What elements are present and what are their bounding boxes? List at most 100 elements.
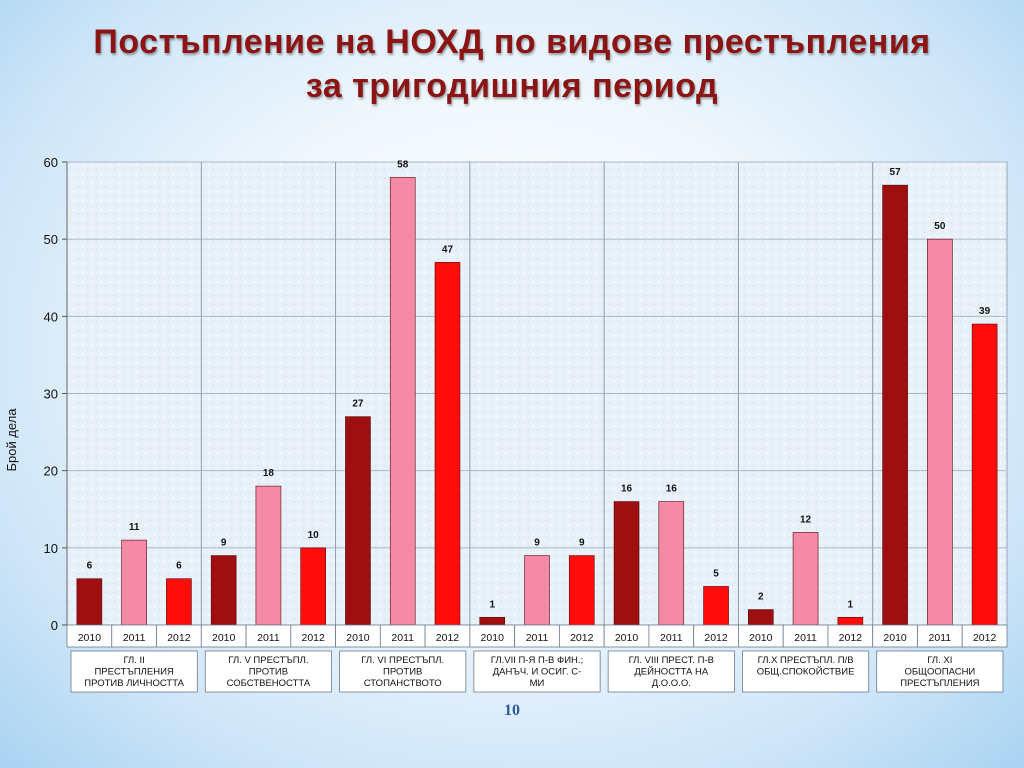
category-label: МИ [530,678,545,689]
data-label: 6 [176,561,182,572]
year-label: 2012 [436,632,460,644]
category-label: СТОПАНСТВОТО [364,678,442,689]
year-label: 2010 [883,632,907,644]
year-label: 2010 [481,632,505,644]
data-label: 5 [713,568,719,579]
y-tick-label: 40 [44,309,58,324]
title-line-1: Постъпление на НОХД по видове престъплен… [93,23,931,61]
category-cell [473,650,601,693]
category-label: ГЛ. XI [927,655,952,666]
year-label: 2012 [973,632,997,644]
category-label: ПРОТИВ [249,667,288,678]
bar [255,485,282,626]
slide-title: Постъпление на НОХД по видове престъплен… [0,20,1024,108]
bar [971,323,998,626]
y-axis-label: Брой дела [4,408,19,472]
year-label: 2012 [570,632,594,644]
bar [703,586,729,626]
bar [613,501,640,626]
category-label: ПРЕСТЪПЛЕНИЯ [94,667,173,678]
category-label: ПРЕСТЪПЛЕНИЯ [900,678,979,689]
category-cell [876,650,1004,693]
bar [166,578,192,626]
category-label: СОБСТВЕНОСТТА [227,678,311,689]
bar [300,547,326,626]
data-label: 1 [848,599,854,610]
page-number: 10 [504,702,520,719]
data-label: 2 [758,592,764,603]
year-label: 2010 [212,632,236,644]
year-label: 2011 [123,632,146,644]
data-label: 10 [308,530,320,541]
category-cell [204,650,332,693]
year-label: 2011 [526,632,549,644]
y-tick-label: 0 [51,618,58,633]
category-label: ОБЩООПАСНИ [904,667,975,678]
data-label: 9 [534,538,540,549]
y-tick-label: 10 [44,541,58,556]
bar [479,616,506,626]
year-label: 2010 [346,632,370,644]
bar [76,578,103,626]
year-label: 2011 [794,632,817,644]
data-label: 50 [934,221,946,232]
category-label: ГЛ. II [123,655,144,666]
bar [524,555,550,626]
year-label: 2012 [167,632,191,644]
category-label: ДЕЙНОСТТА НА [634,666,709,678]
category-label: ГЛ. V ПРЕСТЪПЛ. [228,655,308,666]
category-label: ГЛ. VIII ПРЕСТ. П-В [629,655,714,666]
data-label: 57 [890,167,902,178]
y-tick-label: 20 [44,464,58,479]
year-label: 2011 [391,632,414,644]
bar [658,501,685,626]
data-label: 6 [87,561,93,572]
data-label: 11 [129,522,140,533]
data-label: 18 [263,468,275,479]
year-label: 2012 [302,632,326,644]
year-label: 2011 [257,632,280,644]
y-tick-label: 50 [44,232,58,247]
data-label: 9 [221,538,227,549]
year-label: 2011 [929,632,952,644]
y-tick-label: 30 [44,387,58,402]
data-label: 16 [621,484,633,495]
bar [210,555,237,626]
category-label: Д.О.О.О. [652,678,691,689]
year-label: 2011 [660,632,683,644]
data-label: 39 [979,306,991,317]
category-label: ГЛ.VII П-Я П-В ФИН.; [491,655,583,666]
data-label: 27 [352,399,364,410]
category-label: ДАНЪЧ. И ОСИГ. С- [493,667,582,678]
category-label: ПРОТИВ ЛИЧНОСТТА [84,678,184,689]
bar [837,616,864,626]
category-cell [742,650,870,693]
year-cell [961,624,1008,648]
data-label: 47 [442,244,454,255]
data-label: 9 [579,538,585,549]
category-cell [607,650,735,693]
category-label: ПРОТИВ [383,667,422,678]
year-label: 2010 [749,632,773,644]
bar [389,177,416,626]
bar [434,262,461,626]
year-label: 2010 [615,632,639,644]
bar [882,184,908,626]
bar [121,539,147,626]
year-label: 2010 [78,632,102,644]
bar [792,532,819,626]
year-label: 2012 [839,632,863,644]
bar [568,555,595,626]
data-label: 16 [666,484,678,495]
category-label: ОБЩ.СПОКОЙСТВИЕ [757,666,855,678]
data-label: 58 [397,159,409,170]
category-cell [339,650,467,693]
bar [345,416,371,626]
category-label: ГЛ. VI ПРЕСТЪПЛ. [361,655,444,666]
bar [927,238,953,626]
year-label: 2012 [704,632,728,644]
data-label: 1 [489,599,495,610]
category-label: ГЛ.Х ПРЕСТЪПЛ. П/В [758,655,854,666]
bar [748,609,774,626]
